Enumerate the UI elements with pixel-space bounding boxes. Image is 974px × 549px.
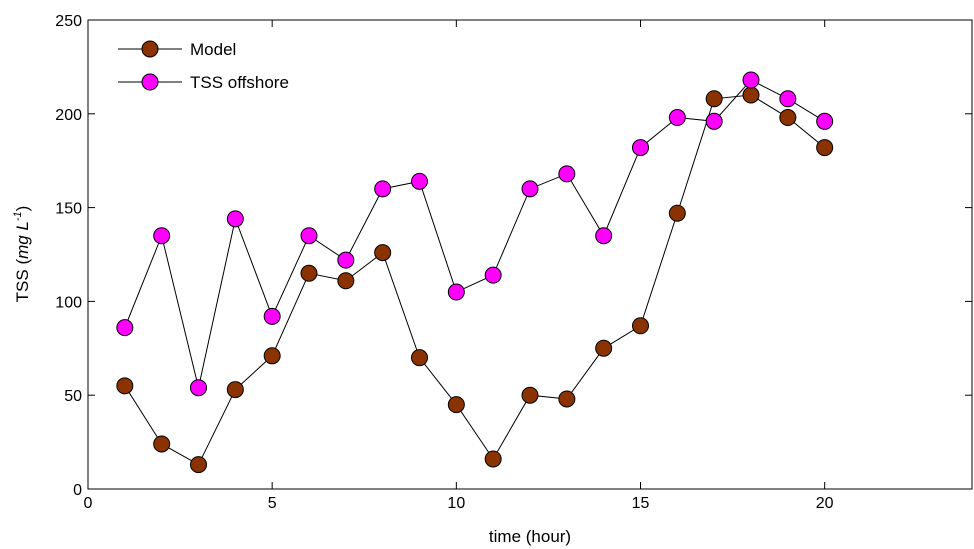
y-axis-label-main: TSS ( — [13, 259, 32, 303]
data-point — [226, 210, 244, 228]
data-point — [484, 450, 502, 468]
data-point — [779, 109, 797, 127]
y-axis-label: TSS (mg L-1) — [12, 206, 32, 303]
data-point — [263, 347, 281, 365]
data-point — [558, 165, 576, 183]
data-point — [300, 227, 318, 245]
y-tick-label: 200 — [55, 107, 82, 124]
series-0 — [116, 86, 834, 474]
y-tick-label: 50 — [64, 388, 82, 405]
data-point — [632, 139, 649, 157]
data-point — [632, 317, 649, 335]
data-point — [705, 90, 723, 108]
legend-marker — [141, 73, 159, 91]
data-point — [816, 112, 834, 130]
data-point — [668, 204, 686, 222]
y-tick-label: 250 — [55, 13, 82, 30]
data-point — [705, 112, 723, 130]
legend: Model TSS offshore — [118, 40, 289, 92]
data-point — [595, 227, 613, 245]
data-point — [668, 109, 686, 127]
data-point — [190, 456, 207, 474]
data-point — [447, 283, 465, 301]
y-axis-label-exponent: -1 — [12, 211, 24, 221]
series-1 — [116, 71, 834, 397]
data-point — [742, 86, 760, 104]
legend-label: Model — [190, 40, 236, 59]
data-point — [116, 319, 134, 337]
y-tick-label: 150 — [55, 201, 82, 218]
data-point — [521, 386, 539, 404]
data-point — [337, 251, 355, 269]
data-point — [816, 139, 834, 157]
data-point — [447, 396, 465, 414]
data-point — [411, 172, 428, 190]
x-tick-label: 10 — [447, 495, 465, 512]
y-tick-label: 100 — [55, 294, 82, 311]
data-point — [374, 244, 392, 262]
data-point — [116, 377, 134, 395]
data-point — [337, 272, 355, 290]
data-point — [484, 266, 502, 284]
y-axis-label-close: ) — [13, 206, 32, 212]
legend-label: TSS offshore — [190, 73, 289, 92]
data-point — [153, 227, 171, 245]
data-point — [595, 339, 613, 357]
plot-area — [87, 19, 973, 490]
y-axis-label-unit: mg L — [13, 221, 32, 259]
data-point — [226, 381, 244, 399]
data-point — [153, 435, 171, 453]
data-point — [779, 90, 797, 108]
x-tick-label: 0 — [84, 495, 93, 512]
data-point — [263, 307, 281, 325]
data-point — [742, 71, 760, 89]
x-axis-label: time (hour) — [489, 527, 571, 546]
data-point — [558, 390, 576, 408]
x-tick-label: 15 — [632, 495, 650, 512]
data-point — [374, 180, 392, 198]
legend-entry: Model — [118, 40, 236, 59]
legend-marker — [141, 40, 159, 58]
data-point — [521, 180, 539, 198]
data-point — [300, 264, 318, 282]
x-tick-label: 20 — [816, 495, 834, 512]
y-tick-label: 0 — [73, 482, 82, 499]
data-point — [190, 379, 207, 397]
x-tick-label: 5 — [268, 495, 277, 512]
legend-entry: TSS offshore — [118, 73, 289, 92]
data-point — [411, 349, 428, 367]
series-layer — [116, 71, 834, 474]
